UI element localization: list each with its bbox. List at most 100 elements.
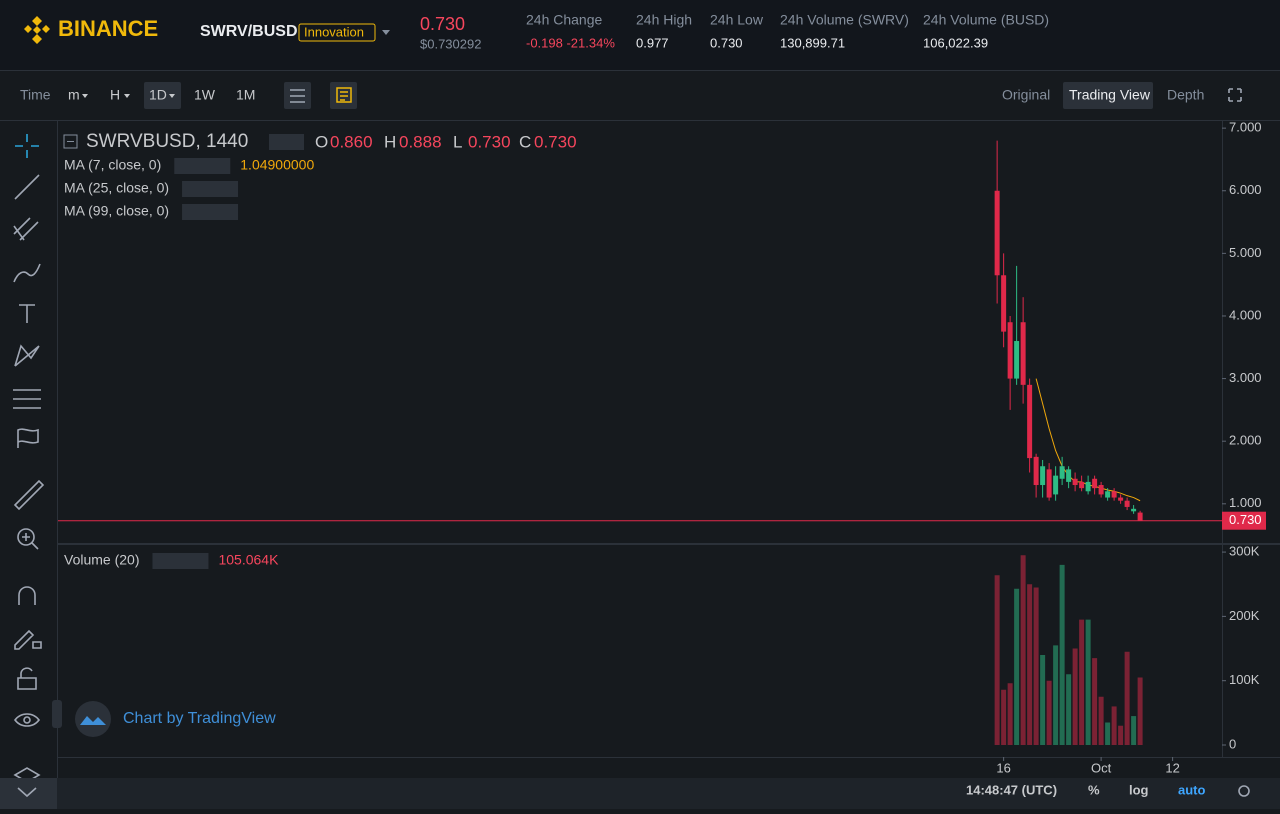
active-interval — [144, 82, 181, 109]
y-tick-label: 2.000 — [1229, 433, 1262, 448]
header-bar — [0, 0, 1280, 70]
auto-button[interactable]: auto — [1178, 782, 1206, 797]
watermark-icon — [75, 701, 111, 737]
candle-body — [1059, 466, 1065, 479]
stat-label: 24h Change — [526, 12, 603, 28]
stat-label: 24h Low — [710, 12, 764, 28]
view[interactable]: Original — [1002, 87, 1050, 103]
indicator-icons[interactable] — [174, 158, 231, 174]
candle-body — [1001, 275, 1007, 332]
legend-icons[interactable] — [269, 134, 304, 150]
unlock-tool[interactable] — [17, 667, 37, 690]
caret — [124, 94, 130, 98]
log-button[interactable]: log — [1129, 782, 1149, 797]
candle-body — [1111, 491, 1117, 498]
lock-draw-tool[interactable] — [14, 629, 42, 650]
candle-body — [1092, 478, 1098, 489]
indicator-name: MA (25, close, 0) — [64, 180, 169, 196]
divider — [0, 70, 1280, 71]
ohlc-value: 0.860 — [330, 132, 373, 151]
ohlc-label: L — [453, 132, 462, 151]
y-tick-label: 1.000 — [1229, 495, 1262, 510]
brush-tool[interactable] — [13, 263, 41, 283]
stat-value: 0.730 — [710, 35, 743, 50]
candle-body — [1098, 485, 1104, 495]
tool-divider — [57, 120, 58, 778]
volume-icons[interactable] — [152, 553, 209, 569]
x-tick-label: Oct — [1091, 760, 1112, 775]
candle-body — [1020, 322, 1026, 385]
dropdown[interactable] — [382, 30, 390, 35]
x-tick-label: 16 — [996, 760, 1010, 775]
candle-body — [1137, 512, 1143, 521]
footer-toggle[interactable] — [0, 778, 57, 809]
chart-title: SWRVBUSD, 1440 — [86, 131, 248, 152]
indicator-icon — [336, 87, 352, 103]
pattern-tool[interactable] — [14, 344, 40, 367]
interval[interactable]: 1W — [194, 87, 216, 103]
indicator-icons[interactable] — [182, 204, 239, 220]
ohlc-label: C — [519, 132, 531, 151]
text-tool[interactable] — [19, 304, 35, 323]
axis-divider — [1222, 120, 1223, 757]
fib-tool[interactable] — [13, 217, 39, 241]
candle-body — [1027, 384, 1033, 459]
interval[interactable]: Time — [20, 87, 51, 103]
ohlc-label: H — [384, 132, 396, 151]
eye-tool[interactable] — [13, 713, 41, 727]
stat-value: 106,022.39 — [923, 35, 988, 50]
interval[interactable]: 1D — [149, 87, 167, 103]
y-tick-label: 5.000 — [1229, 245, 1262, 260]
candle-body — [1053, 475, 1059, 495]
ohlc-value: 0.888 — [399, 132, 442, 151]
candle-body — [1118, 497, 1124, 501]
percent-button[interactable]: % — [1088, 782, 1100, 797]
ruler-tool[interactable] — [13, 479, 45, 511]
pane-divider — [58, 543, 1280, 545]
logo[interactable]: BINANCE — [24, 16, 158, 44]
indicator-name: MA (99, close, 0) — [64, 203, 169, 219]
ohlc-value: 0.730 — [534, 132, 577, 151]
pair[interactable]: SWRV/BUSD — [200, 23, 298, 40]
collapse-box[interactable] — [63, 134, 78, 149]
divider — [0, 120, 1280, 121]
candle-body — [1046, 469, 1052, 498]
price: 0.730 — [420, 14, 465, 34]
indicator-icons[interactable] — [182, 181, 239, 197]
y-tick-label: 6.000 — [1229, 182, 1262, 197]
flag-tool[interactable] — [17, 428, 39, 448]
active-view — [1063, 82, 1153, 109]
y-tick-label: 7.000 — [1229, 120, 1262, 135]
tag-box — [298, 23, 376, 42]
caret — [82, 94, 88, 98]
volume-tick-label: 200K — [1229, 608, 1260, 623]
gear[interactable] — [1238, 785, 1250, 797]
watermark[interactable]: Chart by TradingView — [123, 710, 276, 727]
prediction-tool[interactable] — [13, 389, 41, 409]
view[interactable]: Trading View — [1069, 87, 1151, 103]
candle-body — [1124, 500, 1130, 507]
ohlc-value: 0.730 — [468, 132, 511, 151]
fullscreen-icon[interactable] — [1228, 88, 1242, 102]
time-axis-line — [58, 757, 1280, 758]
magnet-tool[interactable] — [18, 586, 36, 605]
line-tool[interactable] — [14, 174, 40, 200]
candle-body — [1033, 456, 1039, 486]
interval[interactable]: H — [110, 87, 120, 103]
collapse-tab[interactable] — [52, 700, 62, 728]
cross-tool[interactable] — [15, 134, 39, 158]
view[interactable]: Depth — [1167, 87, 1204, 103]
logo-icon — [24, 16, 50, 44]
candle-body — [1131, 508, 1137, 512]
candle-body — [1105, 491, 1111, 498]
candle-body — [1072, 478, 1078, 486]
stat-value: -0.198 -21.34% — [526, 35, 615, 50]
candle-body — [1040, 466, 1046, 486]
interval[interactable]: m — [68, 87, 80, 103]
chevron — [17, 787, 37, 798]
zoom-tool[interactable] — [17, 528, 39, 550]
interval[interactable]: 1M — [236, 87, 255, 103]
candle-body — [1066, 469, 1072, 482]
